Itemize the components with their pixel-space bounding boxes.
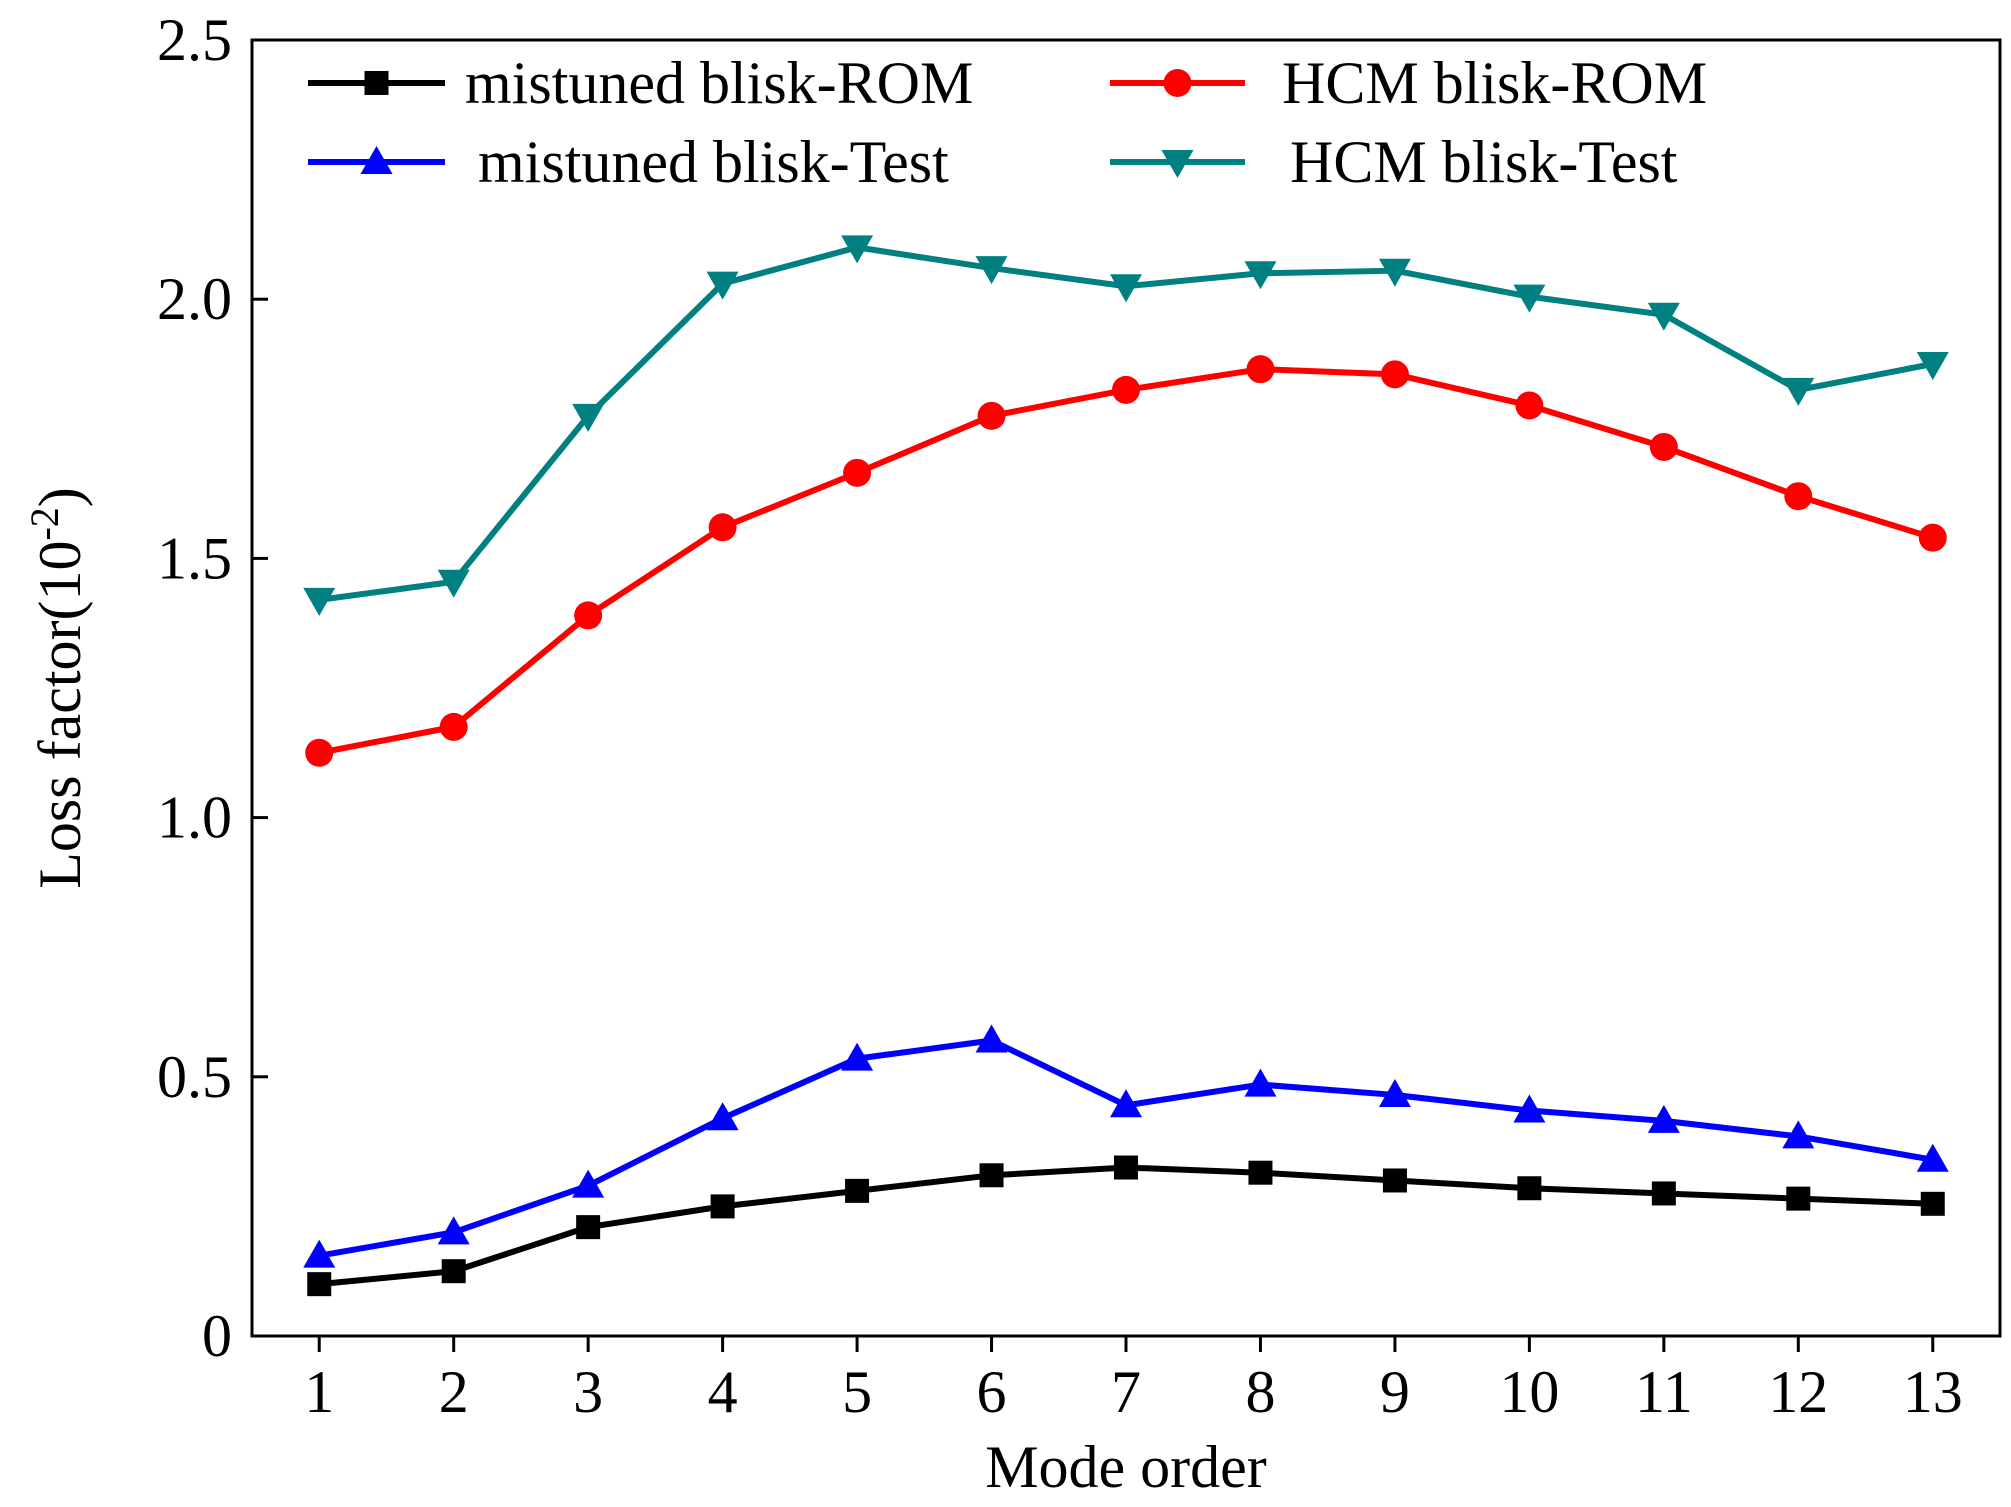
x-tick-label: 4: [708, 1359, 738, 1425]
x-tick-label: 11: [1635, 1359, 1693, 1425]
data-point-marker: [305, 738, 334, 767]
y-tick-label: 0: [202, 1303, 232, 1369]
y-tick-label: 1.0: [157, 785, 232, 851]
data-point-marker: [1248, 1160, 1273, 1185]
data-point-marker: [710, 1194, 735, 1219]
legend-label: mistuned blisk-ROM: [465, 50, 973, 116]
x-tick-label: 10: [1499, 1359, 1559, 1425]
data-point-marker: [1517, 1176, 1542, 1201]
data-point-marker: [572, 403, 605, 432]
data-point-marker: [437, 569, 470, 598]
data-point-marker: [437, 1216, 470, 1245]
data-point-marker: [307, 1272, 332, 1297]
data-point-marker: [572, 1169, 605, 1198]
data-point-marker: [1246, 355, 1275, 384]
x-tick-label: 2: [439, 1359, 469, 1425]
data-point-marker: [1378, 258, 1411, 287]
x-tick-label: 8: [1245, 1359, 1275, 1425]
y-axis-label-exponent: -2: [22, 507, 67, 540]
data-point-marker: [1916, 352, 1949, 380]
data-point-marker: [1382, 1168, 1407, 1193]
data-point-marker: [1786, 1186, 1811, 1211]
x-tick-label: 7: [1111, 1359, 1141, 1425]
legend-marker: [360, 146, 393, 174]
y-tick-label: 0.5: [157, 1044, 232, 1110]
data-point-marker: [706, 1102, 739, 1131]
x-tick-label: 1: [304, 1359, 334, 1425]
data-point-marker: [1920, 1191, 1945, 1216]
data-point-marker: [977, 401, 1006, 430]
data-point-marker: [1515, 391, 1544, 420]
data-point-marker: [1782, 377, 1815, 406]
x-tick-label: 3: [573, 1359, 603, 1425]
y-axis-ticks: 0 0.5 1.0 1.5 2.0 2.5: [157, 7, 268, 1369]
data-point-marker: [1916, 1143, 1949, 1172]
data-point-marker: [1513, 1094, 1546, 1123]
data-point-marker: [1784, 482, 1813, 511]
legend-label: HCM blisk-ROM: [1282, 50, 1707, 116]
data-point-marker: [1380, 360, 1409, 389]
x-tick-label: 12: [1768, 1359, 1828, 1425]
data-point-marker: [1378, 1078, 1411, 1107]
data-point-marker: [1244, 1068, 1277, 1097]
series-markers: [303, 235, 1949, 1297]
data-point-marker: [1114, 1155, 1138, 1180]
y-axis-label-main: Loss factor(10: [27, 541, 93, 889]
legend-marker: [1163, 69, 1192, 97]
y-axis-label-close: ): [27, 487, 93, 507]
legend-marker: [364, 71, 389, 95]
y-axis-label: Loss factor(10-2): [22, 487, 94, 889]
data-point-marker: [1647, 1104, 1680, 1133]
data-point-marker: [706, 271, 739, 300]
y-tick-label: 1.5: [157, 525, 232, 591]
data-point-marker: [975, 256, 1008, 285]
data-point-marker: [303, 587, 336, 616]
y-tick-label: 2.5: [157, 7, 232, 73]
x-axis-label: Mode order: [985, 1434, 1267, 1500]
data-point-marker: [1112, 375, 1140, 404]
data-point-marker: [708, 513, 737, 542]
x-tick-label: 13: [1903, 1359, 1963, 1425]
data-point-marker: [439, 712, 468, 741]
data-point-marker: [979, 1163, 1004, 1188]
legend: mistuned blisk-ROM HCM blisk-ROM mistuned …: [308, 50, 1707, 195]
data-point-marker: [1649, 432, 1678, 461]
data-point-marker: [574, 601, 603, 630]
data-point-marker: [843, 458, 872, 487]
data-point-marker: [1918, 523, 1947, 552]
data-point-marker: [1647, 302, 1680, 331]
data-point-marker: [1110, 1089, 1142, 1118]
data-point-marker: [845, 1178, 870, 1203]
data-point-marker: [1110, 274, 1142, 303]
data-point-marker: [1244, 261, 1277, 290]
data-point-marker: [303, 1239, 336, 1268]
data-point-marker: [841, 235, 874, 264]
legend-marker: [1161, 150, 1194, 178]
data-point-marker: [1651, 1181, 1676, 1206]
legend-label: mistuned blisk-Test: [478, 129, 949, 195]
data-point-marker: [576, 1215, 601, 1240]
data-point-marker: [1782, 1120, 1815, 1149]
x-axis-ticks: 1 2 3 4 5 6 7 8 9 10 11 12 13: [304, 1336, 1963, 1425]
y-tick-label: 2.0: [157, 266, 232, 332]
data-point-marker: [841, 1042, 874, 1071]
x-tick-label: 9: [1380, 1359, 1410, 1425]
legend-label: HCM blisk-Test: [1290, 129, 1678, 195]
data-point-marker: [1513, 284, 1546, 313]
x-tick-label: 5: [842, 1359, 872, 1425]
data-point-marker: [975, 1024, 1008, 1053]
x-tick-label: 6: [977, 1359, 1007, 1425]
data-point-marker: [441, 1259, 466, 1284]
